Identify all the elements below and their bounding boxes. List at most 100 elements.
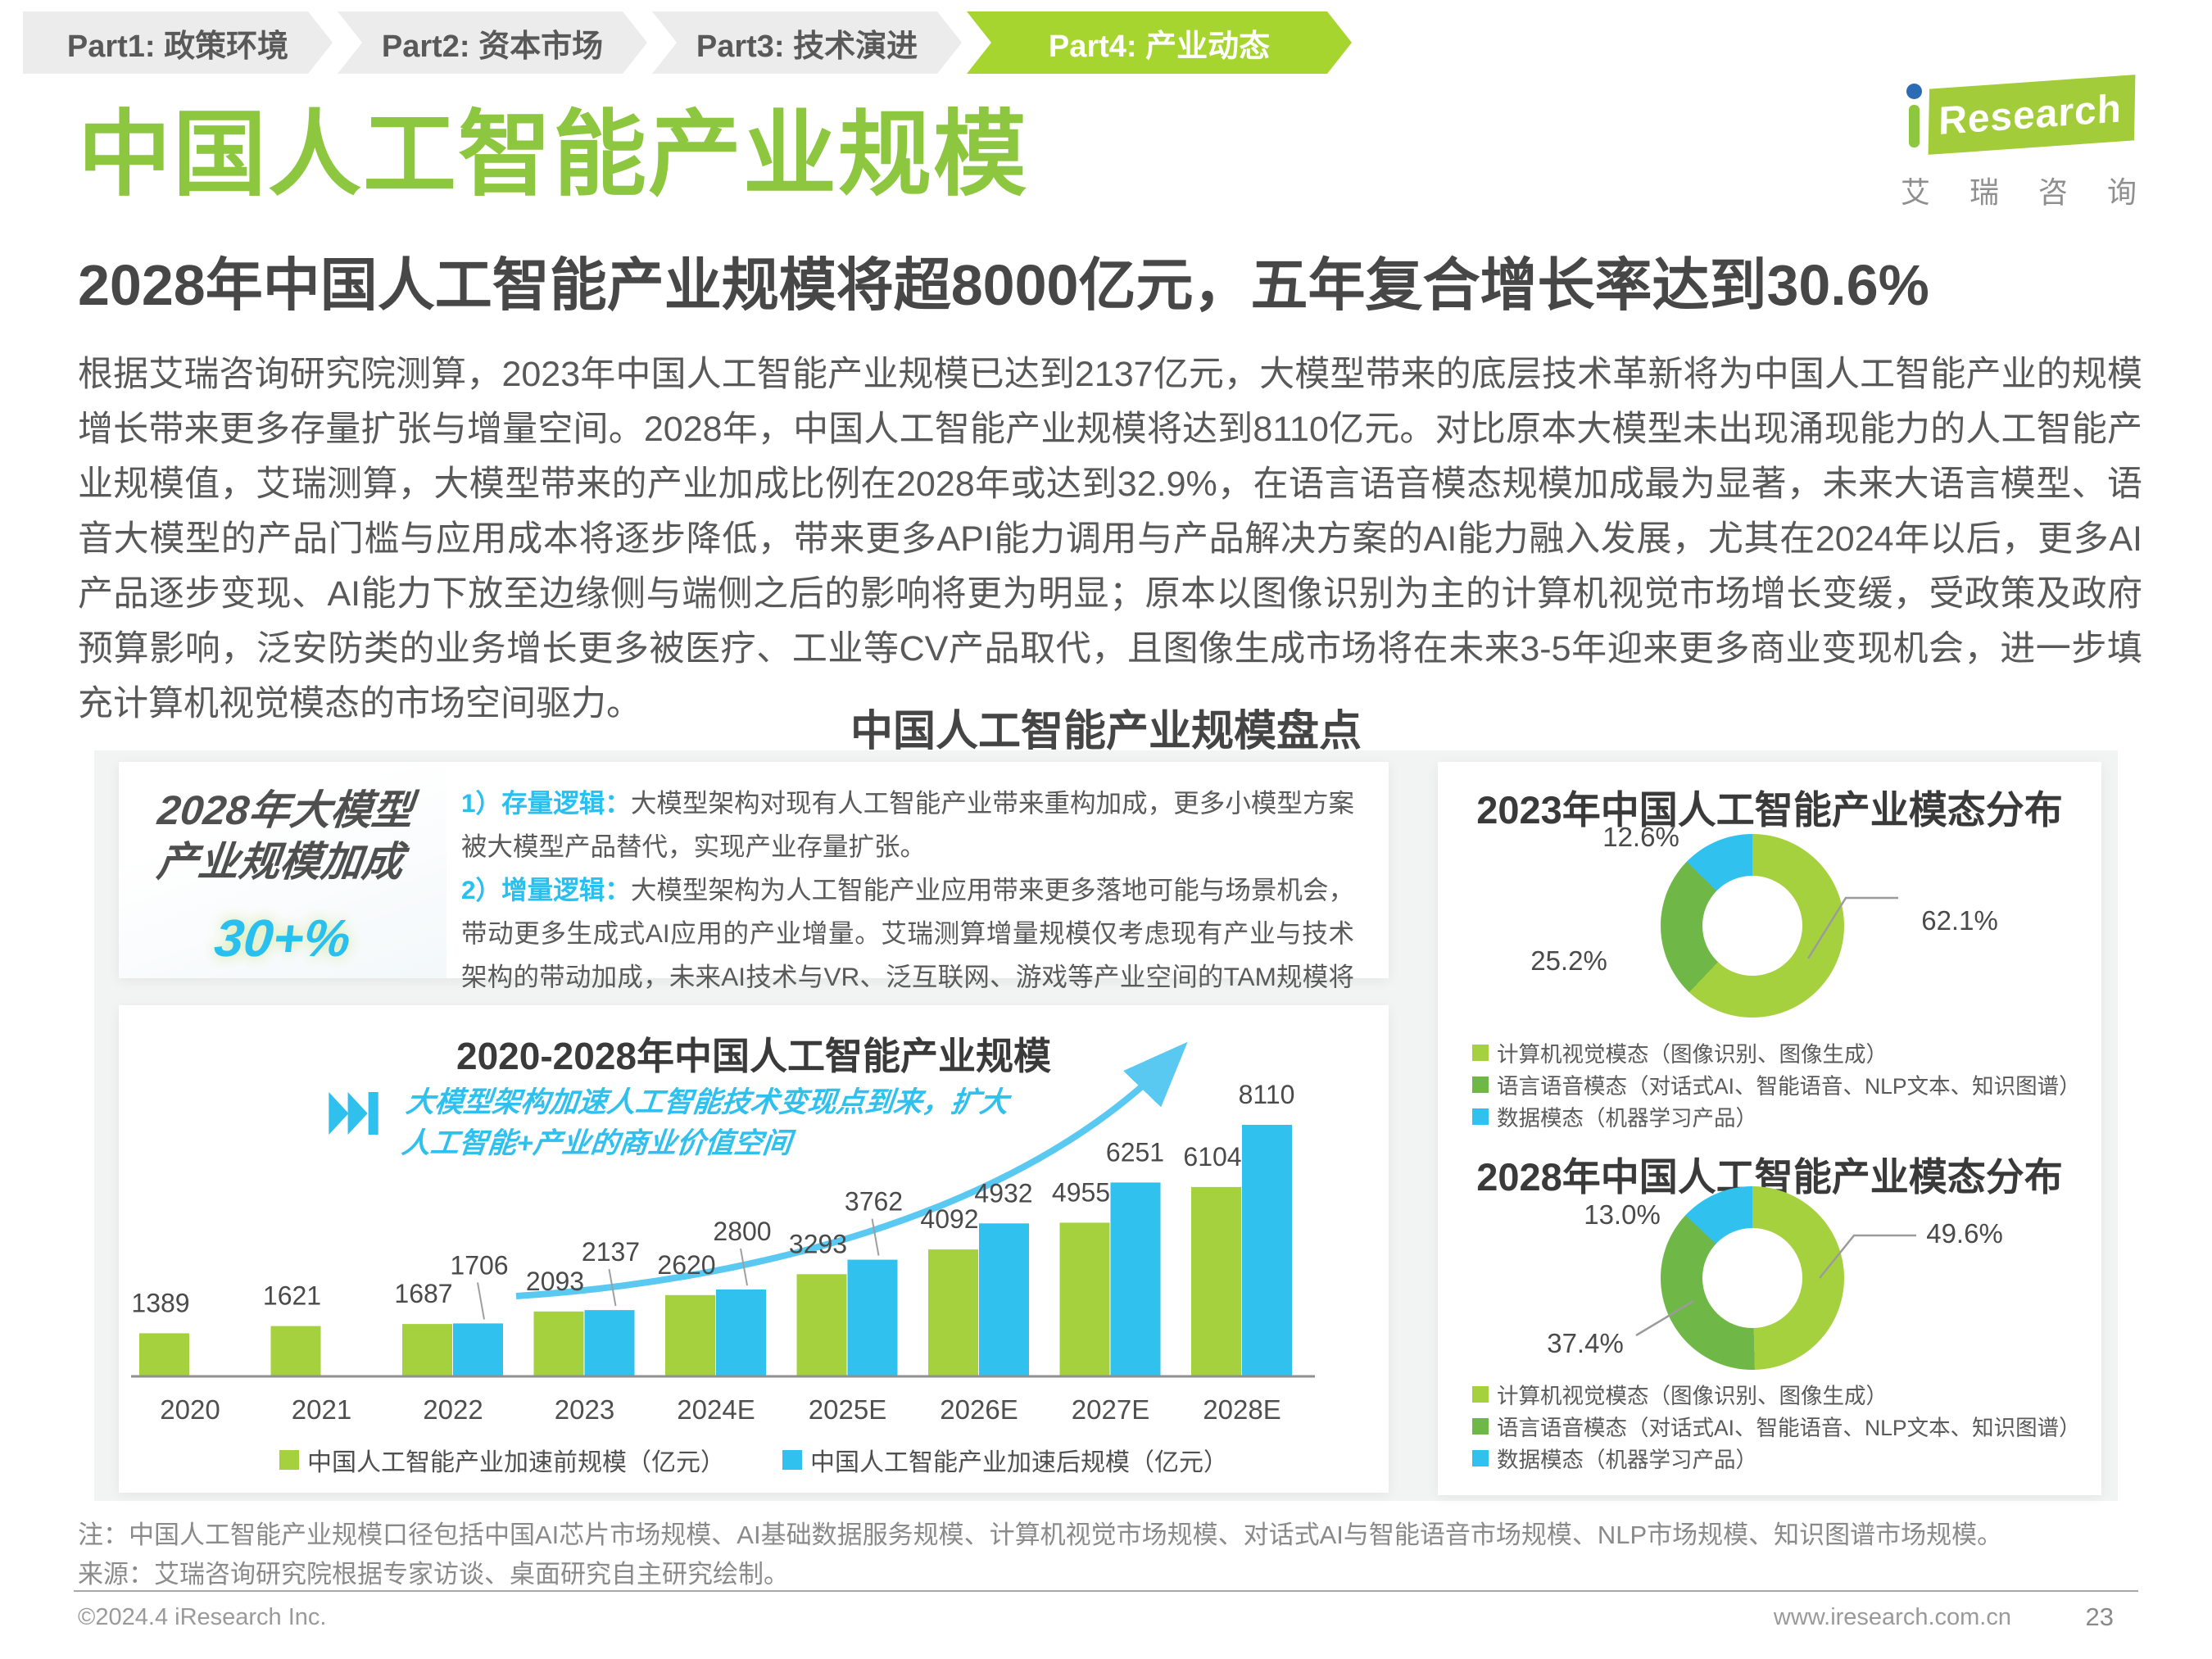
legend-swatch-cv (1472, 1385, 1489, 1403)
bar-chart-legend: 中国人工智能产业加速前规模（亿元） 中国人工智能产业加速后规模（亿元） (119, 1442, 1389, 1478)
chart-annotation-text: 大模型架构加速人工智能技术变现点到来，扩大 人工智能+产业的商业价值空间 (400, 1086, 1010, 1159)
bar-after-2022 (453, 1323, 503, 1376)
highlight-title-line1: 2028年大模型 (155, 787, 415, 833)
x-axis-label: 2021 (292, 1394, 351, 1425)
legend-label: 中国人工智能产业加速后规模（亿元） (810, 1449, 1228, 1476)
highlight-card: 2028年大模型 产业规模加成 30+% 1）存量逻辑：大模型架构对现有人工智能… (119, 762, 1389, 1035)
legend-item-cv: 计算机视觉模态（图像识别、图像生成） (1472, 1378, 2081, 1410)
donut-2023-title: 2023年中国人工智能产业模态分布 (1476, 788, 2063, 832)
bar-after-2028E (1242, 1125, 1292, 1376)
donut-2028-label-speech: 37.4% (1547, 1328, 1624, 1358)
logic-item-1: 1）存量逻辑：大模型架构对现有人工智能产业带来重构加成，更多小模型方案被大模型产… (461, 782, 1354, 868)
bar-value-label: 3293 (789, 1229, 847, 1258)
bar-value-label: 1687 (394, 1279, 452, 1308)
x-axis-label: 2024E (677, 1394, 755, 1425)
label-leader-line (477, 1282, 485, 1320)
page-subtitle: 2028年中国人工智能产业规模将超8000亿元，五年复合增长率达到30.6% (78, 253, 1929, 317)
legend-label: 语言语音模态（对话式AI、智能语音、NLP文本、知识图谱） (1497, 1416, 2081, 1440)
legend-label: 数据模态（机器学习产品） (1497, 1106, 1757, 1131)
page-title: 中国人工智能产业规模 (78, 103, 1029, 207)
bar-value-label: 2137 (582, 1237, 640, 1267)
x-axis-label: 2026E (940, 1394, 1018, 1425)
bar-value-label: 1706 (450, 1250, 508, 1280)
label-leader-line (740, 1248, 748, 1286)
chart-annotation: 大模型架构加速人工智能技术变现点到来，扩大 人工智能+产业的商业价值空间 (329, 1082, 1010, 1164)
x-axis-label: 2028E (1203, 1394, 1281, 1425)
donut-2023-label-data: 12.6% (1602, 822, 1679, 852)
breadcrumb-label: Part4: 产业动态 (1048, 29, 1271, 64)
bar-before-2026E (928, 1249, 978, 1376)
x-axis-label: 2020 (160, 1394, 220, 1425)
donut-2028-label-data: 13.0% (1584, 1199, 1661, 1230)
legend-label: 中国人工智能产业加速前规模（亿元） (307, 1449, 725, 1476)
bar-before-2028E (1191, 1186, 1241, 1376)
bar-before-2023 (533, 1311, 584, 1376)
body-paragraph: 根据艾瑞咨询研究院测算，2023年中国人工智能产业规模已达到2137亿元，大模型… (78, 355, 2142, 723)
bar-before-2022 (402, 1324, 452, 1376)
donut-2023-label-speech: 25.2% (1530, 945, 1607, 976)
bar-before-2025E (796, 1274, 847, 1376)
highlight-title-line2: 产业规模加成 (154, 839, 406, 885)
donut-2028-label-cv: 49.6% (1926, 1218, 2003, 1249)
iresearch-logo-mark: Research (1892, 72, 2163, 161)
bar-value-label: 3762 (845, 1187, 903, 1217)
footer-url: www.iresearch.com.cn (1773, 1604, 2011, 1630)
x-axis-label: 2023 (555, 1394, 614, 1425)
legend-label: 数据模态（机器学习产品） (1497, 1448, 1757, 1472)
label-leader-line (871, 1218, 880, 1256)
legend-swatch-speech (1472, 1076, 1489, 1093)
bar-after-2026E (979, 1223, 1029, 1376)
donut-2028-legend: 计算机视觉模态（图像识别、图像生成） 语言语音模态（对话式AI、智能语音、NLP… (1472, 1378, 2081, 1474)
x-axis-label: 2025E (809, 1394, 886, 1425)
logo-brand-text: Research (1938, 86, 2123, 143)
logic-item-1-label: 1）存量逻辑： (461, 788, 631, 818)
legend-swatch-green (279, 1450, 299, 1470)
bar-before-2027E (1059, 1222, 1110, 1376)
logic-item-1-text: 大模型架构对现有人工智能产业带来重构加成，更多小模型方案被大模型产品替代，实现产… (461, 788, 1354, 861)
fast-forward-icon (329, 1092, 378, 1135)
legend-label: 语言语音模态（对话式AI、智能语音、NLP文本、知识图谱） (1497, 1074, 2081, 1099)
legend-swatch-speech (1472, 1417, 1489, 1435)
source-note: 来源：艾瑞咨询研究院根据专家访谈、桌面研究自主研究绘制。 (78, 1560, 789, 1589)
iresearch-logo: Research 艾瑞咨询 (1892, 72, 2163, 211)
breadcrumb-item-part3[interactable]: Part3: 技术演进 (652, 11, 962, 74)
bar-chart-title: 2020-2028年中国人工智能产业规模 (456, 1035, 1051, 1077)
bar-value-label: 1389 (131, 1288, 189, 1317)
bar-after-2027E (1110, 1182, 1161, 1376)
bar-value-label: 8110 (1239, 1080, 1295, 1109)
legend-label: 计算机视觉模态（图像识别、图像生成） (1497, 1042, 1888, 1067)
page-number: 23 (2085, 1602, 2114, 1631)
bar-value-label: 2093 (526, 1267, 584, 1296)
breadcrumb: Part1: 政策环境 Part2: 资本市场 Part3: 技术演进 Part… (23, 11, 1357, 74)
breadcrumb-item-part4-active[interactable]: Part4: 产业动态 (967, 11, 1352, 74)
bar-before-2020 (139, 1333, 189, 1376)
footer-copyright: ©2024.4 iResearch Inc. (78, 1604, 327, 1630)
breadcrumb-item-part1[interactable]: Part1: 政策环境 (23, 11, 333, 74)
footer-divider (74, 1590, 2138, 1592)
donut-2023-legend: 计算机视觉模态（图像识别、图像生成） 语言语音模态（对话式AI、智能语音、NLP… (1472, 1036, 2081, 1132)
legend-item-speech: 语言语音模态（对话式AI、智能语音、NLP文本、知识图谱） (1472, 1410, 2081, 1442)
highlight-box: 2028年大模型 产业规模加成 30+% (119, 762, 446, 978)
breadcrumb-label: Part1: 政策环境 (66, 29, 289, 64)
bar-before-2024E (665, 1294, 715, 1376)
bar-value-label: 6104 (1183, 1142, 1241, 1172)
logic-box: 1）存量逻辑：大模型架构对现有人工智能产业带来重构加成，更多小模型方案被大模型产… (446, 762, 1389, 1035)
donut-chart-2028 (1661, 1186, 1844, 1370)
footnote: 注：中国人工智能产业规模口径包括中国AI芯片市场规模、AI基础数据服务规模、计算… (78, 1521, 2003, 1549)
legend-label: 计算机视觉模态（图像识别、图像生成） (1497, 1384, 1888, 1408)
legend-swatch-data (1472, 1449, 1489, 1466)
highlight-value: 30+% (211, 909, 354, 968)
donut-2023-label-cv: 62.1% (1921, 905, 1998, 936)
bar-value-label: 2800 (713, 1217, 771, 1246)
legend-swatch-data (1472, 1108, 1489, 1125)
breadcrumb-item-part2[interactable]: Part2: 资本市场 (338, 11, 647, 74)
legend-swatch-cv (1472, 1044, 1489, 1061)
legend-swatch-blue (782, 1450, 802, 1470)
bar-value-label: 6251 (1106, 1137, 1164, 1167)
donut-hole (1702, 1228, 1802, 1328)
highlight-title: 2028年大模型 产业规模加成 (113, 785, 451, 888)
logo-green-box: Research (1928, 75, 2136, 155)
breadcrumb-label: Part2: 资本市场 (381, 29, 604, 64)
